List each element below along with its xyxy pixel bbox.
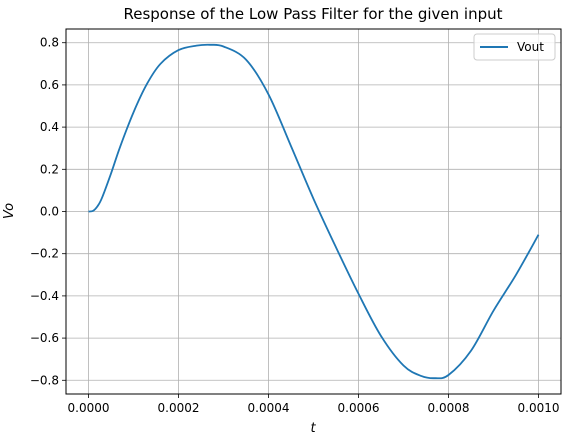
x-tick-label: 0.0002: [158, 401, 200, 415]
chart-title: Response of the Low Pass Filter for the …: [123, 5, 502, 23]
y-tick-label: 0.4: [40, 120, 59, 134]
y-tick-label: 0.2: [40, 162, 59, 176]
y-tick-label: 0.0: [40, 205, 59, 219]
y-tick-label: −0.6: [30, 331, 59, 345]
x-axis-ticks: 0.0000 0.0002 0.0004 0.0006 0.0008 0.0010: [68, 394, 560, 415]
y-tick-label: −0.4: [30, 289, 59, 303]
y-tick-label: 0.8: [40, 36, 59, 50]
y-tick-label: −0.2: [30, 247, 59, 261]
legend: Vout: [473, 33, 556, 61]
x-tick-label: 0.0008: [428, 401, 470, 415]
series-layer: [88, 43, 540, 380]
x-tick-label: 0.0006: [338, 401, 380, 415]
legend-box: [473, 33, 556, 61]
x-tick-label: 0.0004: [248, 401, 290, 415]
grid-lines: [66, 29, 561, 394]
y-axis-label: Vo: [2, 203, 17, 219]
x-axis-label: t: [310, 421, 316, 436]
y-tick-label: 0.6: [40, 78, 59, 92]
y-tick-label: −0.8: [30, 373, 59, 387]
legend-label: Vout: [517, 40, 544, 54]
x-tick-label: 0.0010: [518, 401, 560, 415]
y-axis-ticks: −0.8 −0.6 −0.4 −0.2 0.0 0.2 0.4 0.6 0.8: [30, 36, 66, 387]
series-line-vout: [88, 43, 540, 380]
x-tick-label: 0.0000: [68, 401, 110, 415]
